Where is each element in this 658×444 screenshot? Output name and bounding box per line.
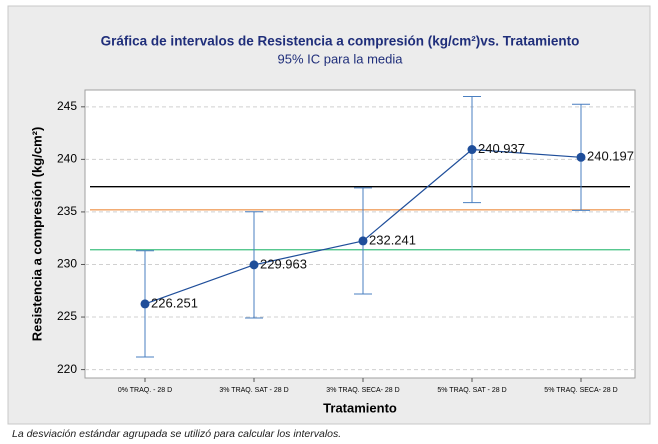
x-tick-label: 0% TRAQ. - 28 D [118,387,172,394]
plot-area [84,89,636,379]
mean-dot [140,299,150,309]
value-label: 240.937 [478,141,525,156]
x-tick-label: 3% TRAQ. SECA- 28 D [326,387,399,394]
x-tick-label: 5% TRAQ. SECA- 28 D [544,387,617,394]
value-label: 240.197 [587,149,634,164]
footnote: La desviación estándar agrupada se utili… [12,428,341,440]
mean-dot [249,260,259,270]
chart-subtitle: 95% IC para la media [277,51,403,66]
y-tick-label: 235 [57,204,77,218]
y-tick-label: 230 [57,257,77,271]
y-tick-label: 225 [57,309,77,323]
value-label: 232.241 [369,232,416,247]
y-axis-label: Resistencia a compresión (kg/cm²) [29,127,44,342]
x-tick-label: 3% TRAQ. SAT - 28 D [219,387,288,394]
y-tick-label: 240 [57,152,77,166]
chart-title: Gráfica de intervalos de Resistencia a c… [101,34,580,49]
y-tick-label: 220 [57,362,77,376]
mean-dot [358,236,368,246]
mean-dot [576,152,586,162]
x-axis-label: Tratamiento [323,400,397,415]
y-tick-label: 245 [57,99,77,113]
value-label: 229.963 [260,256,307,271]
mean-dot [467,145,477,155]
x-tick-label: 5% TRAQ. SAT - 28 D [437,387,506,394]
value-label: 226.251 [151,295,198,310]
